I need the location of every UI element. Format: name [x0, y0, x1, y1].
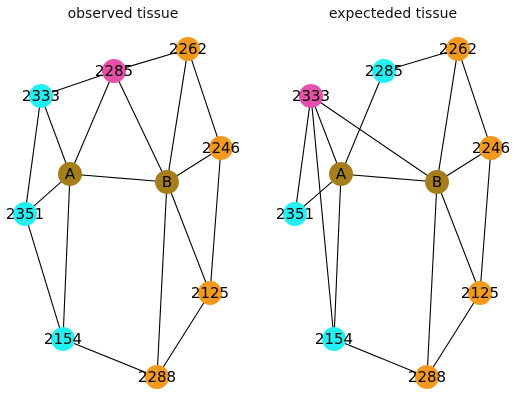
graph-panel-1: 2262 2285 2333 2246 A B 2351 2125 2154 2288: [276, 37, 510, 389]
edge-A-2154: [63, 174, 70, 339]
node-label-2333: 2333: [292, 87, 330, 105]
node-label-B: B: [432, 173, 442, 191]
node-label-2262: 2262: [169, 40, 207, 58]
edge-2246-2125: [210, 148, 221, 293]
node-label-2246: 2246: [202, 139, 240, 157]
edge-2125-2288: [157, 293, 210, 377]
edge-2333-A: [311, 96, 341, 174]
node-label-2351: 2351: [6, 205, 44, 223]
node-label-2288: 2288: [138, 368, 176, 386]
edge-2351-2154: [25, 214, 63, 339]
edge-2333-2351: [25, 96, 41, 214]
edge-2125-2288: [427, 293, 480, 377]
node-label-2351: 2351: [276, 205, 314, 223]
edge-2262-B: [167, 49, 188, 182]
node-label-A: A: [336, 165, 347, 183]
edge-B-2288: [427, 182, 437, 377]
edge-2333-2351: [295, 96, 311, 214]
node-label-2154: 2154: [315, 330, 353, 348]
edge-2333-A: [41, 96, 70, 174]
node-label-2154: 2154: [44, 330, 82, 348]
node-label-2262: 2262: [439, 40, 477, 58]
edge-2262-B: [437, 49, 458, 182]
edge-2285-B: [114, 71, 167, 182]
node-label-A: A: [65, 165, 76, 183]
edge-A-B: [70, 174, 167, 182]
edge-2262-2246: [458, 49, 491, 148]
node-label-2285: 2285: [365, 62, 403, 80]
graph-panel-0: 2262 2285 2333 2246 A B 2351 2125 2154 2288: [6, 37, 240, 389]
node-label-2246: 2246: [472, 139, 510, 157]
edge-A-B: [341, 174, 437, 182]
edge-2285-A: [70, 71, 114, 174]
edge-2262-2246: [188, 49, 221, 148]
edge-B-2288: [157, 182, 167, 377]
edge-A-2154: [334, 174, 341, 339]
edge-2333-B: [311, 96, 437, 182]
edge-2285-A: [341, 71, 384, 174]
node-label-B: B: [162, 173, 172, 191]
node-label-2125: 2125: [461, 284, 499, 302]
node-label-2285: 2285: [95, 62, 133, 80]
node-label-2125: 2125: [191, 284, 229, 302]
node-label-2333: 2333: [22, 87, 60, 105]
edge-B-2125: [167, 182, 210, 293]
edge-2246-2125: [480, 148, 491, 293]
node-label-2288: 2288: [408, 368, 446, 386]
edge-2333-2154: [311, 96, 334, 339]
edge-B-2125: [437, 182, 480, 293]
